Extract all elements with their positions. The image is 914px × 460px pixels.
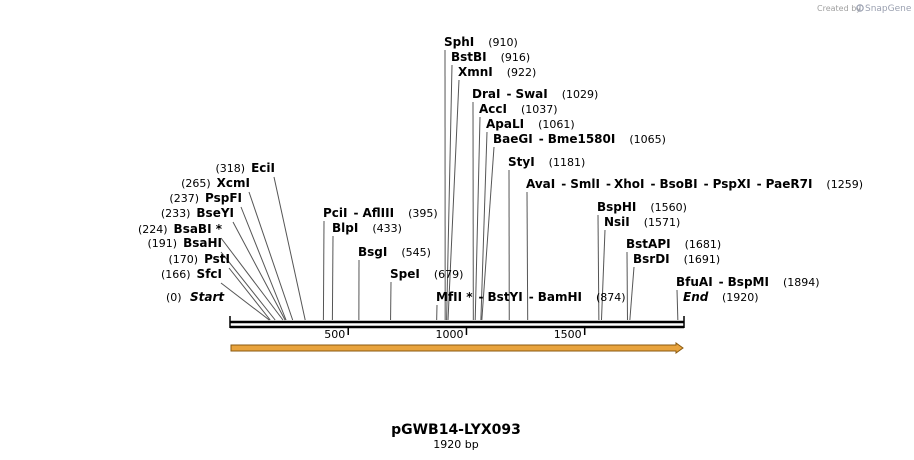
site-leader	[526, 191, 529, 321]
site-leader	[228, 267, 271, 321]
start-position: (0)	[166, 291, 182, 304]
site-label-spei[interactable]: SpeI (679)	[390, 267, 463, 281]
site-leader	[220, 282, 270, 321]
site-label-bstapi[interactable]: BstAPI (1681)	[626, 237, 721, 251]
site-leader	[629, 266, 635, 321]
site-label-bfuai[interactable]: BfuAI - BspMI (1894)	[676, 275, 820, 289]
start-label: Start	[190, 290, 225, 304]
ruler: 500 1000 1500	[324, 326, 586, 341]
site-label-bseyi[interactable]: (233) BseYI	[161, 206, 234, 220]
ruler-tick-label: 1500	[554, 328, 582, 341]
site-label-pcii[interactable]: PciI - AflIII (395)	[323, 206, 438, 220]
site-label-pspfi[interactable]: (237) PspFI	[169, 191, 242, 205]
site-label-sphi[interactable]: SphI (910)	[444, 35, 518, 49]
site-labels: (166) SfcI(170) PstI (191) BsaHI(224) BsaBI *…	[138, 35, 863, 304]
credit-prefix: Created by	[817, 4, 861, 13]
site-label-nsii[interactable]: NsiI (1571)	[604, 215, 680, 229]
site-leader	[220, 237, 284, 321]
site-label-bstbi[interactable]: BstBI (916)	[451, 50, 530, 64]
snapgene-logo-icon	[856, 4, 864, 12]
site-leader	[447, 79, 460, 321]
ruler-tick-label: 500	[324, 328, 345, 341]
end-position: (1920)	[722, 291, 759, 304]
site-label-sfci[interactable]: (166) SfcI	[161, 267, 222, 281]
site-label-xmni[interactable]: XmnI (922)	[458, 65, 536, 79]
site-label-xcmi[interactable]: (265) XcmI	[181, 176, 250, 190]
site-leader	[474, 116, 481, 321]
site-leader	[273, 176, 306, 321]
sequence-backbone	[229, 316, 685, 329]
site-leader	[240, 206, 287, 321]
site-leaders	[220, 49, 679, 321]
site-leader	[480, 131, 488, 321]
site-leader	[597, 214, 600, 321]
site-leader	[232, 221, 286, 321]
site-label-mfii[interactable]: MfII * - BstYI - BamHI (874)	[436, 290, 626, 304]
site-label-psti[interactable]: (170) PstI	[168, 252, 230, 266]
site-label-apali[interactable]: ApaLI (1061)	[486, 117, 575, 131]
plasmid-size: 1920 bp	[433, 438, 478, 451]
credit-brand: SnapGene	[865, 4, 912, 14]
site-leader	[322, 220, 325, 321]
feature-arrow	[230, 342, 684, 354]
site-leader	[676, 289, 679, 321]
site-label-baegi[interactable]: BaeGI - Bme1580I (1065)	[493, 132, 666, 146]
site-label-blpi[interactable]: BlpI (433)	[332, 221, 402, 235]
site-label-drai[interactable]: DraI - SwaI (1029)	[472, 87, 598, 101]
site-label-styi[interactable]: StyI (1181)	[508, 155, 585, 169]
site-leader	[248, 191, 294, 321]
site-label-bsrdi[interactable]: BsrDI (1691)	[633, 252, 720, 266]
plasmid-name: pGWB14-LYX093	[391, 422, 521, 438]
ruler-tick-label: 1000	[435, 328, 463, 341]
site-leader	[331, 235, 334, 321]
site-label-acci[interactable]: AccI (1037)	[479, 102, 558, 116]
site-label-bsgi[interactable]: BsgI (545)	[358, 245, 431, 259]
site-label-avai[interactable]: AvaI - SmlI - XhoI - BsoBI - PspXI - PaeR7I (1259)	[526, 177, 863, 191]
site-leader	[446, 64, 453, 321]
site-label-ecii[interactable]: (318) EciI	[216, 161, 275, 175]
site-leader	[481, 146, 495, 321]
site-leader	[220, 251, 276, 321]
site-label-bsabi[interactable]: (224) BsaBI *	[138, 222, 223, 236]
site-label-bsahi[interactable]: (191) BsaHI	[148, 236, 223, 250]
site-label-bsphi[interactable]: BspHI (1560)	[597, 200, 687, 214]
end-label: End	[683, 290, 709, 304]
site-leader	[600, 229, 606, 321]
